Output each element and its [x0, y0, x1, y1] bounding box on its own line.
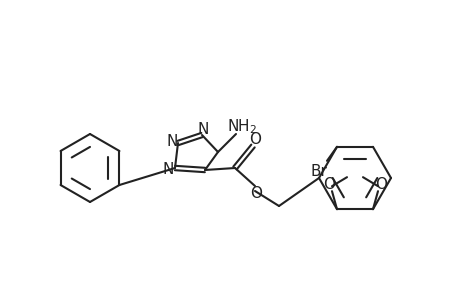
Text: Br: Br: [310, 164, 327, 179]
Text: O: O: [322, 177, 334, 192]
Text: N: N: [162, 163, 174, 178]
Text: O: O: [249, 185, 262, 200]
Text: O: O: [374, 177, 386, 192]
Text: N: N: [197, 122, 208, 136]
Text: O: O: [248, 131, 260, 146]
Text: N: N: [166, 134, 177, 149]
Text: NH$_2$: NH$_2$: [226, 118, 257, 136]
